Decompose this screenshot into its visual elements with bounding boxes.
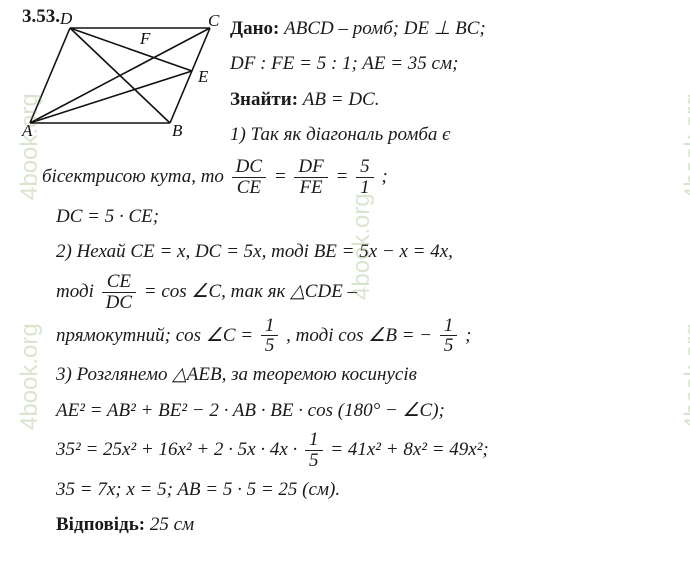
given-label: Дано: — [230, 18, 284, 39]
svg-text:D: D — [59, 9, 73, 28]
frac-dc-ce: DCCE — [232, 157, 266, 198]
frac-df-fe: DFFE — [294, 157, 327, 198]
step3-line2: AE² = AB² + BE² − 2 · AB · BE · cos (180… — [20, 395, 670, 427]
frac-1-5b: 15 — [440, 316, 458, 357]
given-block: Дано: ABCD – ромб; DE ⊥ BC; DF : FE = 5 … — [230, 8, 670, 154]
answer-label: Відповідь: — [56, 514, 150, 535]
svg-text:E: E — [197, 67, 209, 86]
given-line2: DF : FE = 5 : 1; AE = 35 см; — [230, 48, 670, 80]
step2-line1: 2) Нехай CE = x, DC = 5x, тоді BE = 5x −… — [20, 236, 670, 268]
watermark: 4book.org — [680, 93, 690, 200]
given-line1: ABCD – ромб; DE ⊥ BC; — [284, 18, 486, 39]
frac-ce-dc: CEDC — [102, 272, 136, 313]
svg-text:A: A — [21, 121, 33, 140]
line-bisector: бісектрисою кута, то DCCE = DFFE = 51 ; — [20, 157, 670, 198]
answer-line: Відповідь: 25 см — [20, 509, 670, 541]
step3-line3: 35² = 25x² + 16x² + 2 · 5x · 4x · 15 = 4… — [20, 430, 670, 471]
watermark: 4book.org — [680, 323, 690, 430]
step3-line1: 3) Розглянемо △AEB, за теоремою косинусі… — [20, 359, 670, 391]
line-dc5ce: DC = 5 · CE; — [20, 201, 670, 233]
svg-text:F: F — [139, 29, 151, 48]
step1-intro: 1) Так як діагональ ромба є — [230, 119, 670, 151]
step3-line4: 35 = 7x; x = 5; AB = 5 · 5 = 25 (см). — [20, 474, 670, 506]
rhombus-diagram: A B C D E F — [20, 8, 220, 143]
find-label: Знайти: — [230, 89, 303, 110]
txt-bisector: бісектрисою кута, то — [42, 166, 229, 187]
answer-value: 25 см — [150, 514, 194, 535]
frac-1-5a: 15 — [261, 316, 279, 357]
top-row: A B C D E F Дано: ABCD – ромб; DE ⊥ BC; DF : … — [20, 8, 670, 154]
find-value: AB = DC. — [303, 89, 380, 110]
step2-line2: тоді CEDC = cos ∠C, так як △CDE – — [20, 272, 670, 313]
step2-line3: прямокутний; cos ∠C = 15 , тоді cos ∠B =… — [20, 316, 670, 357]
frac-1-5c: 15 — [305, 430, 323, 471]
svg-text:B: B — [172, 121, 183, 140]
svg-text:C: C — [208, 11, 220, 30]
frac-5-1: 51 — [356, 157, 374, 198]
